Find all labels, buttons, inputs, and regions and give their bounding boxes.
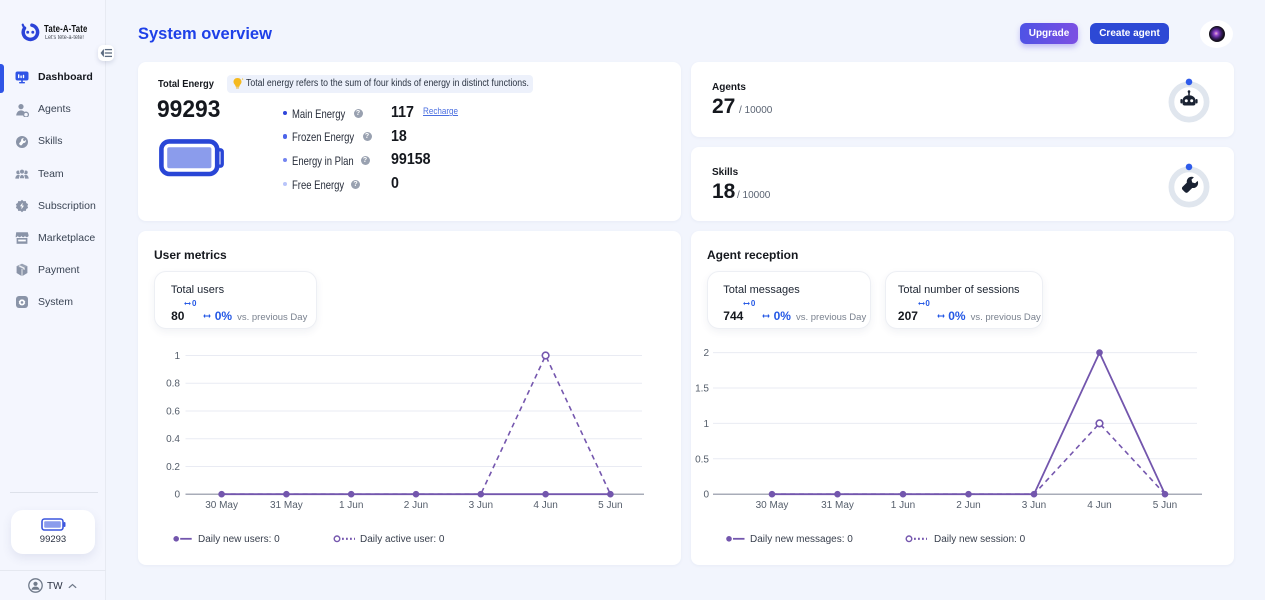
svg-text:1 Jun: 1 Jun <box>891 500 915 511</box>
svg-text:0.6: 0.6 <box>166 406 180 417</box>
svg-text:5 Jun: 5 Jun <box>1153 500 1177 511</box>
svg-text:Daily new session: 0: Daily new session: 0 <box>934 534 1026 545</box>
svg-text:1.5: 1.5 <box>695 384 709 395</box>
svg-text:1: 1 <box>174 351 180 362</box>
svg-text:2 Jun: 2 Jun <box>404 500 428 511</box>
svg-text:30 May: 30 May <box>205 500 238 511</box>
svg-text:3 Jun: 3 Jun <box>1022 500 1046 511</box>
svg-text:1 Jun: 1 Jun <box>339 500 363 511</box>
svg-text:30 May: 30 May <box>756 500 789 511</box>
svg-text:4 Jun: 4 Jun <box>533 500 557 511</box>
svg-text:3 Jun: 3 Jun <box>469 500 493 511</box>
svg-text:Daily new users: 0: Daily new users: 0 <box>198 534 280 545</box>
svg-text:1: 1 <box>703 419 709 430</box>
svg-text:31 May: 31 May <box>821 500 854 511</box>
svg-text:0: 0 <box>174 490 180 501</box>
svg-text:2: 2 <box>703 348 709 359</box>
svg-text:31 May: 31 May <box>270 500 303 511</box>
svg-text:0.8: 0.8 <box>166 379 180 390</box>
svg-text:0.5: 0.5 <box>695 454 709 465</box>
svg-text:2 Jun: 2 Jun <box>956 500 980 511</box>
svg-text:0.2: 0.2 <box>166 462 180 473</box>
svg-text:0.4: 0.4 <box>166 434 180 445</box>
svg-text:Daily active user: 0: Daily active user: 0 <box>360 534 445 545</box>
svg-text:5 Jun: 5 Jun <box>598 500 622 511</box>
svg-text:Daily new messages: 0: Daily new messages: 0 <box>750 534 853 545</box>
svg-text:4 Jun: 4 Jun <box>1087 500 1111 511</box>
svg-text:0: 0 <box>703 490 709 501</box>
